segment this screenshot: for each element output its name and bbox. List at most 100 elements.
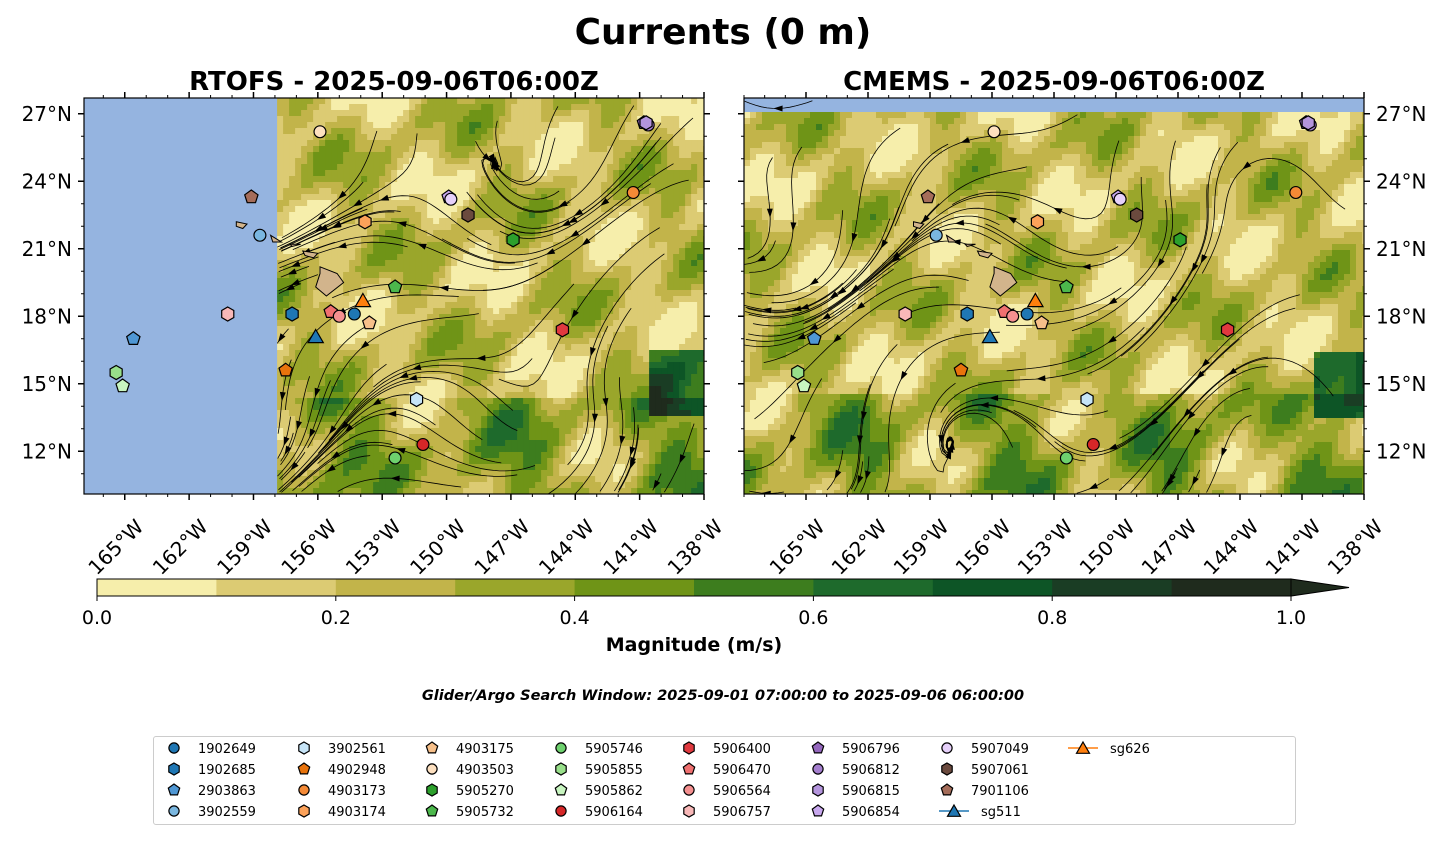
contour-cell (493, 296, 500, 303)
contour-cell (523, 104, 530, 111)
contour-cell (457, 98, 464, 105)
contour-cell (379, 470, 386, 477)
contour-cell (439, 188, 446, 195)
contour-cell (595, 302, 602, 309)
contour-cell (631, 110, 638, 117)
contour-cell (499, 440, 506, 447)
contour-cell (337, 146, 344, 153)
contour-cell (385, 152, 392, 159)
contour-cell (685, 176, 692, 183)
contour-cell (685, 464, 692, 471)
contour-cell (433, 446, 440, 453)
contour-cell (673, 128, 680, 135)
contour-cell (577, 446, 584, 453)
contour-cell (409, 188, 416, 195)
contour-cell (457, 476, 464, 483)
contour-cell (379, 368, 386, 375)
contour-cell (673, 428, 680, 435)
contour-cell (463, 338, 470, 345)
contour-cell (625, 350, 632, 357)
contour-cell (607, 260, 614, 267)
contour-cell (673, 290, 680, 297)
contour-cell (589, 260, 596, 267)
contour-cell (529, 98, 536, 105)
contour-cell (679, 392, 686, 399)
contour-cell (487, 392, 494, 399)
contour-cell (499, 230, 506, 237)
contour-cell (601, 266, 608, 273)
contour-cell (529, 170, 536, 177)
contour-cell (439, 182, 446, 189)
contour-cell (409, 194, 416, 201)
contour-cell (427, 278, 434, 285)
contour-cell (535, 206, 542, 213)
contour-cell (427, 338, 434, 345)
contour-cell (619, 308, 626, 315)
contour-cell (511, 326, 518, 333)
contour-cell (691, 422, 698, 429)
contour-cell (307, 344, 314, 351)
contour-cell (475, 356, 482, 363)
contour-cell (565, 248, 572, 255)
contour-cell (577, 170, 584, 177)
contour-cell (697, 374, 704, 381)
contour-cell (481, 188, 488, 195)
contour-cell (589, 182, 596, 189)
contour-cell (553, 212, 560, 219)
contour-cell (385, 212, 392, 219)
contour-cell (691, 188, 698, 195)
contour-cell (445, 242, 452, 249)
contour-cell (625, 242, 632, 249)
contour-cell (637, 362, 644, 369)
contour-cell (595, 128, 602, 135)
contour-cell (571, 296, 578, 303)
contour-cell (313, 104, 320, 111)
contour-cell (571, 452, 578, 459)
contour-cell (307, 368, 314, 375)
contour-cell (379, 152, 386, 159)
contour-cell (391, 356, 398, 363)
contour-cell (487, 272, 494, 279)
contour-cell (433, 332, 440, 339)
contour-cell (361, 386, 368, 393)
contour-cell (619, 440, 626, 447)
contour-cell (439, 326, 446, 333)
contour-cell (421, 224, 428, 231)
contour-cell (439, 224, 446, 231)
contour-cell (325, 302, 332, 309)
contour-cell (589, 242, 596, 249)
contour-cell (559, 254, 566, 261)
contour-cell (589, 326, 596, 333)
contour-cell (427, 410, 434, 417)
contour-cell (367, 230, 374, 237)
contour-cell (379, 416, 386, 423)
contour-cell (361, 194, 368, 201)
contour-cell (517, 122, 524, 129)
contour-cell (511, 320, 518, 327)
contour-cell (517, 452, 524, 459)
contour-cell (403, 284, 410, 291)
contour-cell (445, 104, 452, 111)
contour-cell (487, 440, 494, 447)
contour-cell (691, 128, 698, 135)
contour-cell (469, 272, 476, 279)
contour-cell (469, 404, 476, 411)
contour-cell (697, 440, 704, 447)
contour-cell (373, 350, 380, 357)
contour-cell (469, 146, 476, 153)
contour-cell (595, 194, 602, 201)
contour-cell (325, 110, 332, 117)
contour-cell (655, 362, 662, 369)
contour-cell (487, 164, 494, 171)
contour-cell (457, 164, 464, 171)
contour-cell (469, 206, 476, 213)
contour-cell (313, 380, 320, 387)
contour-cell (571, 224, 578, 231)
contour-cell (367, 104, 374, 111)
contour-cell (541, 278, 548, 285)
contour-cell (409, 206, 416, 213)
contour-cell (607, 398, 614, 405)
contour-cell (667, 344, 674, 351)
contour-cell (457, 488, 464, 494)
contour-cell (391, 128, 398, 135)
